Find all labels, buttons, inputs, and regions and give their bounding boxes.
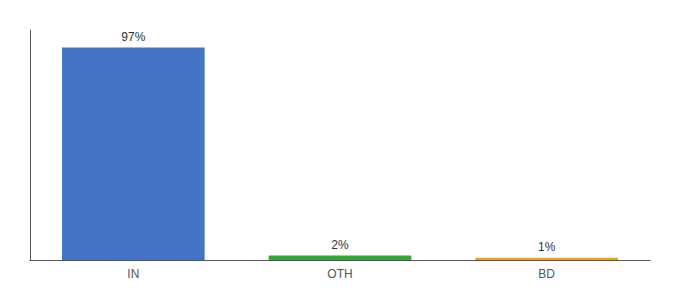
svg-text:97%: 97% xyxy=(121,30,145,44)
svg-text:OTH: OTH xyxy=(327,267,352,281)
svg-text:IN: IN xyxy=(127,267,139,281)
svg-text:BD: BD xyxy=(538,267,555,281)
svg-text:1%: 1% xyxy=(538,240,556,254)
svg-text:2%: 2% xyxy=(331,238,349,252)
